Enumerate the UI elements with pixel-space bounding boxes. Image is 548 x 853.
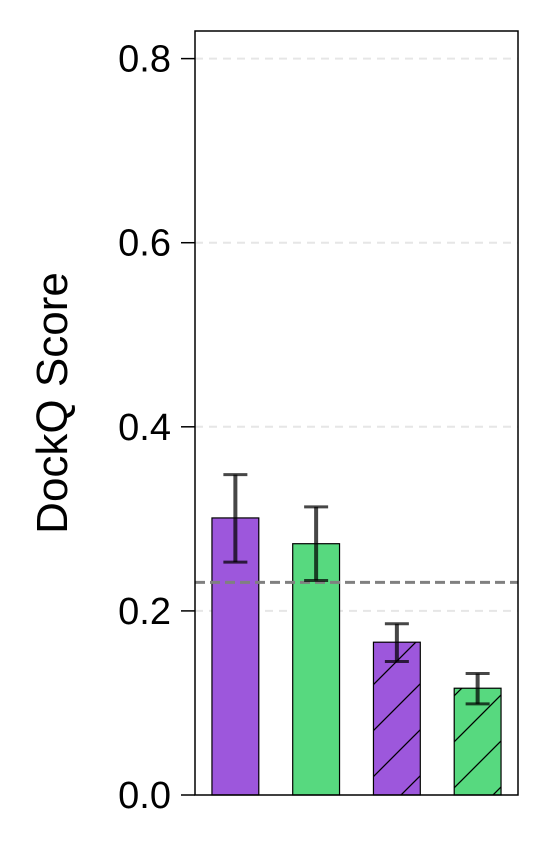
y-axis-label: DockQ Score xyxy=(28,272,77,534)
error-bars xyxy=(223,475,489,704)
y-tick-label: 0.6 xyxy=(118,223,171,265)
y-tick-label: 0.8 xyxy=(118,39,171,81)
y-tick-label: 0.4 xyxy=(118,407,171,449)
y-tick-label: 0.2 xyxy=(118,591,171,633)
bar-hatch xyxy=(373,642,420,795)
y-tick-label: 0.0 xyxy=(118,775,171,817)
bars xyxy=(212,518,501,795)
y-axis-ticks: 0.0 0.2 0.4 0.6 0.8 xyxy=(118,39,195,817)
